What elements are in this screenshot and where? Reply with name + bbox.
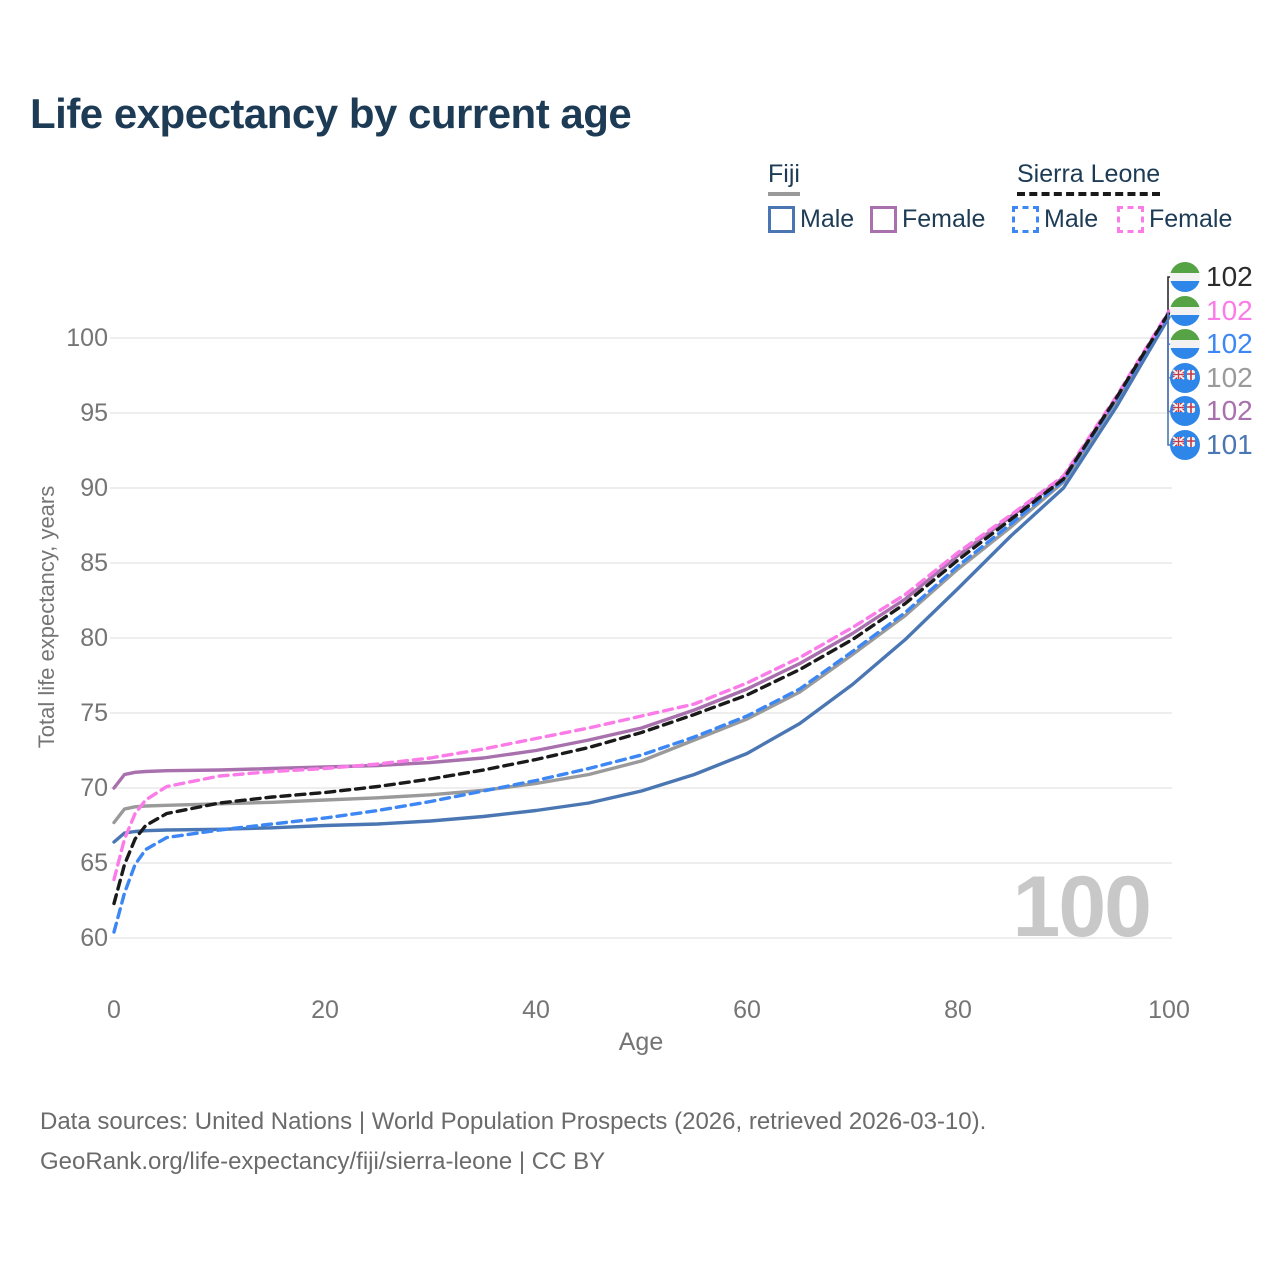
legend-item-fiji-female[interactable]: Female (870, 205, 985, 234)
legend-label: Female (1149, 205, 1233, 233)
y-tick-70: 70 (80, 774, 108, 802)
y-tick-85: 85 (80, 549, 108, 577)
attribution-text: GeoRank.org/life-expectancy/fiji/sierra-… (40, 1148, 606, 1175)
x-tick-100: 100 (1148, 996, 1190, 1024)
series-line-fiji-male (112, 315, 1171, 844)
end-label-value: 102 (1206, 294, 1253, 326)
y-axis-title: Total life expectancy, years (34, 485, 59, 749)
sierra-leone-flag-icon (1170, 329, 1200, 360)
sierra-leone-male-swatch-icon (1012, 206, 1039, 233)
end-label-value: 101 (1206, 429, 1253, 460)
sierra-leone-flag-icon (1170, 262, 1200, 292)
page-title: Life expectancy by current age (30, 90, 632, 137)
sierra-leone-female-swatch-icon (1117, 206, 1144, 233)
end-label-fiji-total: 102 (1170, 361, 1253, 393)
x-tick-60: 60 (733, 996, 761, 1024)
legend-group-sierra-leone: Sierra Leone (1017, 160, 1161, 196)
fiji-female-swatch-icon (870, 206, 897, 233)
data-sources-text: Data sources: United Nations | World Pop… (40, 1108, 987, 1135)
fiji-male-swatch-icon (768, 206, 795, 233)
fiji-flag-icon (1170, 430, 1200, 460)
x-tick-40: 40 (522, 996, 550, 1024)
y-tick-65: 65 (80, 849, 108, 877)
y-tick-80: 80 (80, 624, 108, 652)
end-label-value: 102 (1206, 328, 1253, 360)
x-tick-80: 80 (944, 996, 972, 1024)
series-line-sierra-leone-female (112, 309, 1171, 882)
fiji-flag-icon (1170, 362, 1200, 393)
legend-item-sierra-leone-female[interactable]: Female (1117, 205, 1232, 234)
end-label-sierra-leone-total: 102 (1170, 261, 1253, 292)
series-line-sierra-leone-male (112, 312, 1171, 934)
legend-item-fiji-male[interactable]: Male (768, 205, 854, 234)
end-label-value: 102 (1206, 361, 1253, 393)
end-label-value: 102 (1206, 261, 1253, 292)
x-tick-0: 0 (107, 996, 121, 1024)
x-tick-20: 20 (311, 996, 339, 1024)
y-tick-60: 60 (80, 924, 108, 952)
legend-label: Female (902, 205, 986, 233)
end-label-value: 102 (1206, 395, 1253, 427)
series-line-fiji-female (112, 310, 1171, 790)
y-tick-95: 95 (80, 399, 108, 427)
series-line-sierra-leone-total (112, 310, 1171, 906)
legend-label: Male (800, 205, 855, 233)
series-line-fiji-total (112, 310, 1171, 825)
legend-item-sierra-leone-male[interactable]: Male (1012, 205, 1098, 234)
end-label-fiji-female: 102 (1170, 395, 1253, 427)
end-label-sierra-leone-male: 102 (1170, 328, 1253, 360)
age-counter-watermark: 100 (1012, 859, 1153, 955)
end-label-fiji-male: 101 (1170, 429, 1253, 460)
y-tick-100: 100 (66, 324, 108, 352)
y-tick-90: 90 (80, 474, 108, 502)
x-axis-title: Age (618, 1028, 664, 1056)
fiji-flag-icon (1170, 396, 1200, 427)
legend-label: Male (1044, 205, 1099, 233)
y-tick-75: 75 (80, 699, 108, 727)
end-label-sierra-leone-female: 102 (1170, 294, 1253, 326)
legend-group-fiji: Fiji (768, 160, 800, 196)
sierra-leone-flag-icon (1170, 295, 1200, 326)
